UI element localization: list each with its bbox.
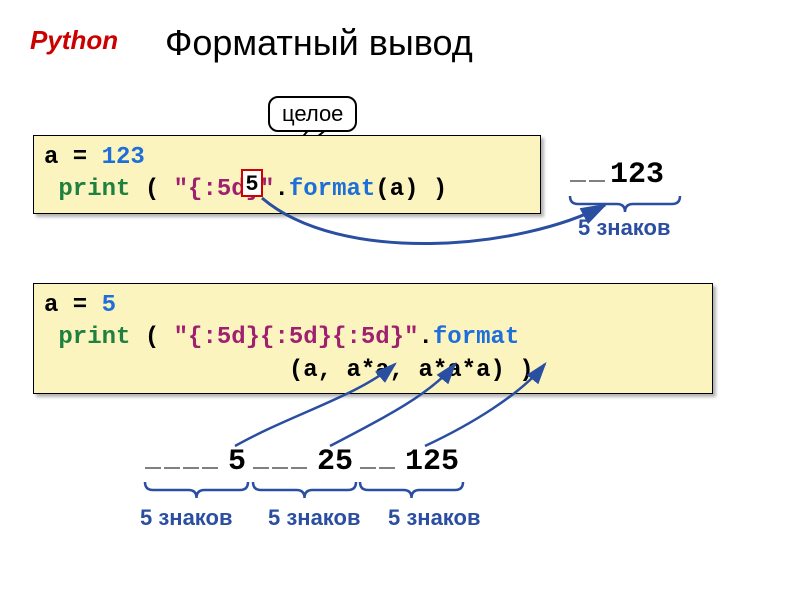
brace2-label-1: 5 знаков [268,505,361,531]
page-title: Форматный вывод [165,22,473,64]
highlight-5: 5 [241,169,263,197]
code-block-2: a = 5 print ( "{:5d}{:5d}{:5d}".format (… [33,283,713,394]
output1-padding [570,178,608,182]
brace2-label-0: 5 знаков [140,505,233,531]
output2-value-0: 5 [228,445,246,479]
callout-integer: целое [268,96,357,132]
code-block-1: a = 123 print ( "{:5d}".format(a) ) [33,135,541,214]
python-label: Python [30,25,118,56]
output2-value-1: 25 [317,445,353,479]
output1-text: 123 [610,158,664,192]
brace2-label-2: 5 знаков [388,505,481,531]
brace1-label: 5 знаков [578,215,671,241]
output2-value-2: 125 [405,445,459,479]
